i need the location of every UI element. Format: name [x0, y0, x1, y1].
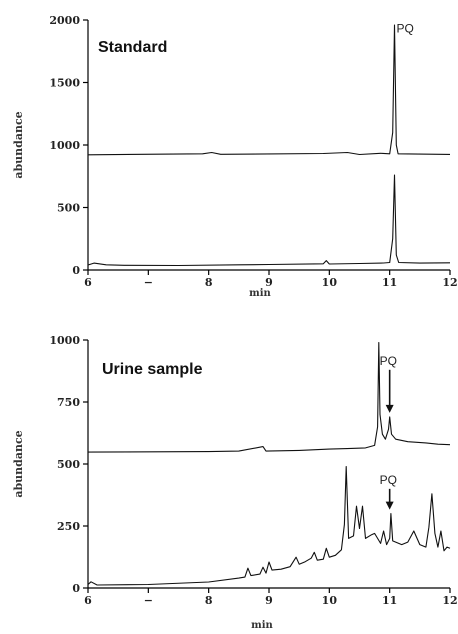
x-tick-label: 8 [205, 594, 213, 607]
urine-sample-panel: 0 250 500 750 1000 6 − 8 9 10 11 12 PQ PQ Urine sam… [12, 334, 458, 631]
x-tick-label: 9 [265, 276, 273, 289]
panel-title: Urine sample [102, 361, 203, 378]
pq-annotation-label: PQ [380, 354, 397, 368]
x-tick-label: 10 [322, 594, 338, 607]
y-ticks: 0 500 1000 1500 2000 [49, 14, 88, 277]
y-tick-label: 500 [57, 202, 80, 215]
y-tick-label: 1000 [49, 139, 80, 152]
x-tick-label: 12 [442, 276, 457, 289]
x-tick-label: 11 [382, 276, 397, 289]
pq-arrow-head [385, 404, 394, 413]
upper-trace-line [87, 24, 451, 156]
lower-trace-line [87, 174, 451, 267]
x-axis-label: min [249, 288, 271, 299]
x-ticks: 6 − 8 9 10 11 12 [84, 588, 458, 607]
annotations: PQ [396, 22, 413, 36]
pq-annotation-label: PQ [396, 22, 413, 36]
x-tick-label: 6 [84, 276, 92, 289]
traces [87, 24, 451, 267]
x-tick-label: 8 [205, 276, 213, 289]
y-axis-label: abundance [12, 111, 25, 178]
y-tick-label: 2000 [49, 14, 80, 27]
pq-arrow-head [385, 501, 394, 510]
x-tick-label: − [144, 594, 153, 607]
x-axis-label: min [251, 620, 273, 631]
lower-trace-line [87, 465, 451, 586]
y-tick-label: 1500 [49, 77, 80, 90]
x-tick-label: 12 [442, 594, 457, 607]
upper-trace-line [87, 341, 451, 453]
annotations: PQ PQ [380, 354, 397, 510]
y-tick-label: 0 [72, 582, 80, 595]
x-tick-label: 9 [265, 594, 273, 607]
x-tick-label: 10 [322, 276, 338, 289]
y-tick-label: 1000 [49, 334, 80, 347]
y-tick-label: 0 [72, 264, 80, 277]
pq-annotation-label: PQ [380, 473, 397, 487]
panel-title: Standard [98, 39, 167, 56]
x-tick-label: 6 [84, 594, 92, 607]
y-tick-label: 250 [57, 520, 80, 533]
x-tick-label: − [144, 276, 153, 289]
y-tick-label: 500 [57, 458, 80, 471]
x-ticks: 6 − 8 9 10 11 12 [84, 270, 458, 289]
y-axis-label: abundance [12, 430, 25, 497]
traces [87, 341, 451, 586]
y-ticks: 0 250 500 750 1000 [49, 334, 88, 595]
y-tick-label: 750 [57, 396, 80, 409]
x-tick-label: 11 [382, 594, 397, 607]
